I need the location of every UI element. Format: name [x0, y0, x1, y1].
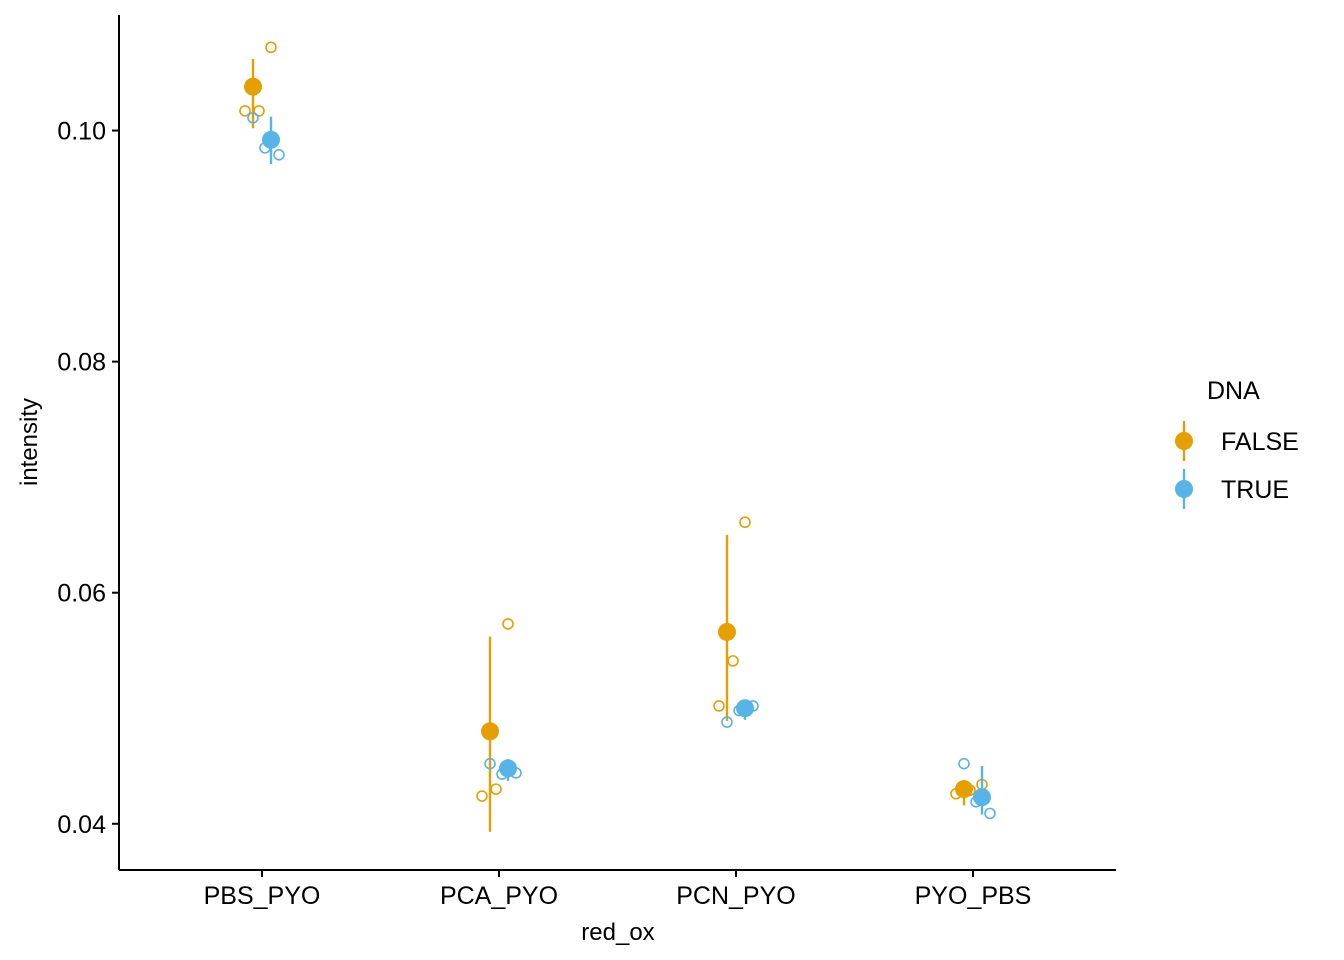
raw-point	[958, 757, 970, 770]
y-tick-label: 0.06	[57, 580, 106, 608]
x-axis-title: red_ox	[581, 919, 654, 946]
y-tick-label: 0.04	[57, 811, 106, 839]
mean-point	[262, 130, 280, 149]
x-tick-label: PCA_PYO	[440, 882, 558, 910]
legend-key-point	[1175, 432, 1193, 450]
raw-point	[239, 105, 251, 117]
mean-point	[718, 622, 736, 641]
raw-point	[721, 716, 733, 728]
y-axis-title: intensity	[16, 398, 43, 486]
x-tick-label: PCN_PYO	[676, 882, 795, 910]
raw-point	[739, 516, 751, 529]
mean-point	[499, 759, 517, 778]
mean-point	[481, 722, 499, 741]
legend: DNA FALSE TRUE	[1175, 377, 1299, 509]
y-tick-label: 0.08	[57, 349, 106, 377]
axes: 0.04 0.06 0.08 0.10 PBS_PYO PCA_PYO PCN_PYO PYO…	[57, 15, 1116, 910]
plot-area	[239, 41, 996, 832]
raw-point	[984, 807, 996, 820]
legend-key-point	[1175, 480, 1193, 498]
raw-point	[247, 112, 259, 124]
raw-point	[490, 783, 502, 795]
raw-point	[476, 790, 488, 802]
raw-point	[713, 700, 725, 712]
legend-entry-label: FALSE	[1221, 428, 1299, 456]
raw-point	[265, 41, 277, 54]
legend-entry-label: TRUE	[1221, 476, 1289, 504]
mean-point	[955, 780, 973, 799]
mean-point	[973, 788, 991, 807]
mean-point	[736, 699, 754, 718]
raw-point	[727, 655, 739, 667]
raw-point	[502, 618, 514, 630]
raw-point	[484, 757, 496, 770]
mean-point	[244, 77, 262, 96]
x-tick-label: PBS_PYO	[204, 882, 321, 910]
legend-title: DNA	[1207, 377, 1260, 405]
raw-point	[273, 149, 285, 161]
y-tick-label: 0.10	[57, 118, 106, 146]
x-tick-label: PYO_PBS	[915, 882, 1032, 910]
